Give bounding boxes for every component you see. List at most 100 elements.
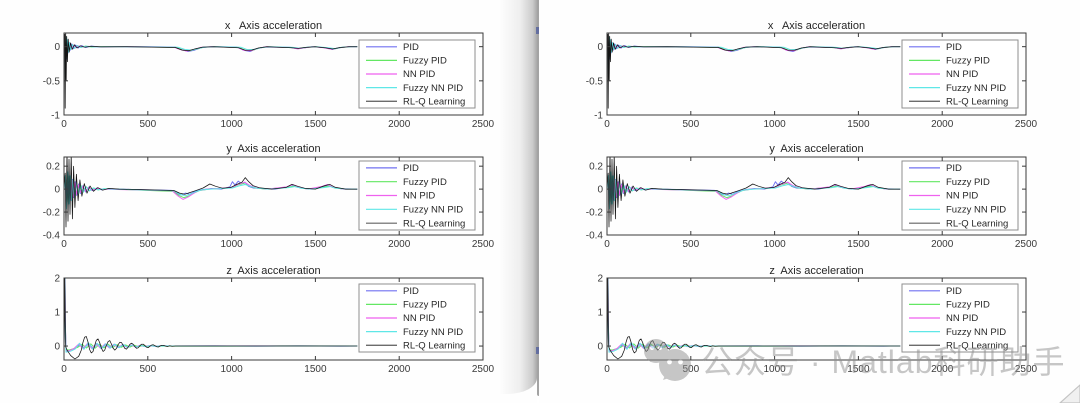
legend-label-fuzzy-pid: Fuzzy PID — [946, 177, 990, 188]
legend-label-fuzzy-pid: Fuzzy PID — [403, 177, 447, 188]
legend-label-nn-pid: NN PID — [403, 313, 435, 324]
x-tick-label: 500 — [682, 239, 699, 250]
series-line-fuzzy-pid — [64, 280, 358, 351]
y-tick-label: -0.5 — [43, 76, 61, 87]
legend-label-nn-pid: NN PID — [403, 69, 435, 80]
series-line-pid — [64, 278, 358, 352]
axis-box — [63, 277, 484, 361]
series-line-rl-q-learning — [64, 33, 358, 109]
x-tick-label: 1000 — [763, 239, 786, 250]
series-line-nn-pid — [64, 173, 358, 207]
legend-label-nn-pid: NN PID — [946, 313, 978, 324]
legend-label-rl-q-learning: RL-Q Learning — [403, 96, 465, 107]
series-line-pid — [607, 278, 901, 352]
legend-label-nn-pid: NN PID — [403, 191, 435, 202]
series-line-nn-pid — [64, 279, 358, 352]
legend-label-fuzzy-pid: Fuzzy PID — [403, 300, 447, 311]
y-tick-label: 0 — [54, 185, 60, 196]
x-tick-label: 1500 — [847, 119, 870, 130]
axis-box — [606, 156, 1027, 236]
legend-label-fuzzy-nn-pid: Fuzzy NN PID — [403, 205, 463, 216]
x-tick-label: 0 — [61, 364, 67, 375]
page-divider-shadow — [499, 0, 537, 394]
x-tick-label: 1000 — [763, 119, 786, 130]
axis-box — [606, 32, 1027, 116]
x-tick-label: 0 — [604, 239, 610, 250]
y-tick-label: 0.2 — [589, 162, 603, 173]
x-tick-label: 2500 — [472, 119, 495, 130]
legend-label-rl-q-learning: RL-Q Learning — [946, 218, 1008, 229]
page-corner-fold-icon — [1059, 384, 1080, 403]
x-tick-label: 2500 — [1015, 119, 1038, 130]
x-tick-label: 500 — [139, 239, 156, 250]
series-line-rl-q-learning — [64, 278, 358, 360]
subplot-z-axis-acceleration: PID Fuzzy PID NN PID Fuzzy NN PID RL-Q Learn… — [54, 265, 494, 375]
legend-label-fuzzy-pid: Fuzzy PID — [946, 56, 990, 67]
x-tick-label: 2500 — [472, 364, 495, 375]
legend-label-pid: PID — [946, 286, 962, 297]
y-tick-label: -1 — [51, 111, 60, 122]
legend-label-nn-pid: NN PID — [946, 191, 978, 202]
series-line-nn-pid — [607, 40, 901, 63]
series-line-fuzzy-nn-pid — [607, 36, 901, 79]
x-tick-label: 1000 — [220, 239, 243, 250]
legend-label-pid: PID — [403, 163, 419, 174]
x-tick-label: 2500 — [472, 239, 495, 250]
series-line-fuzzy-nn-pid — [607, 171, 901, 210]
x-tick-label: 2000 — [931, 364, 954, 375]
y-tick-label: 0 — [54, 342, 60, 353]
y-tick-label: -0.5 — [586, 76, 604, 87]
y-tick-label: -0.4 — [586, 231, 604, 242]
legend-label-fuzzy-nn-pid: Fuzzy NN PID — [946, 327, 1006, 338]
plot-title: z Axis acceleration — [769, 265, 863, 277]
x-tick-label: 0 — [61, 119, 67, 130]
series-line-nn-pid — [64, 40, 358, 63]
plot-title: y Axis acceleration — [226, 143, 320, 155]
y-tick-label: 2 — [54, 274, 60, 285]
x-tick-label: 1500 — [304, 119, 327, 130]
y-tick-label: 0.2 — [46, 162, 60, 173]
legend-label-pid: PID — [403, 286, 419, 297]
x-tick-label: 2000 — [388, 119, 411, 130]
legend-label-pid: PID — [403, 42, 419, 53]
y-tick-label: -0.2 — [586, 208, 604, 219]
page-divider-line — [537, 0, 539, 396]
x-tick-label: 1000 — [220, 364, 243, 375]
x-tick-label: 1500 — [304, 364, 327, 375]
y-tick-label: 0 — [597, 185, 603, 196]
axis-box — [606, 277, 1027, 361]
x-tick-label: 2000 — [388, 239, 411, 250]
y-tick-label: 0 — [54, 42, 60, 53]
legend-label-fuzzy-pid: Fuzzy PID — [403, 56, 447, 67]
matlab-figure-left: PID Fuzzy PID NN PID Fuzzy NN PID RL-Q Learn… — [43, 20, 495, 375]
page-edge-marker-bottom — [536, 347, 539, 354]
x-tick-label: 1500 — [847, 364, 870, 375]
legend-label-rl-q-learning: RL-Q Learning — [946, 340, 1008, 351]
x-tick-label: 0 — [61, 239, 67, 250]
legend-label-fuzzy-nn-pid: Fuzzy NN PID — [946, 205, 1006, 216]
x-tick-label: 1000 — [220, 119, 243, 130]
x-tick-label: 2000 — [388, 364, 411, 375]
series-line-fuzzy-pid — [607, 280, 901, 351]
subplot-x-axis-acceleration: PID Fuzzy PID NN PID Fuzzy NN PID RL-Q Learn… — [43, 20, 495, 130]
series-line-fuzzy-nn-pid — [607, 278, 901, 353]
subplot-y-axis-acceleration: PID Fuzzy PID NN PID Fuzzy NN PID RL-Q Learn… — [43, 143, 495, 250]
x-tick-label: 500 — [682, 119, 699, 130]
series-line-fuzzy-pid — [64, 39, 358, 61]
y-tick-label: 1 — [597, 308, 603, 319]
axis-box — [63, 156, 484, 236]
series-line-fuzzy-nn-pid — [64, 171, 358, 210]
y-tick-label: 0 — [597, 342, 603, 353]
legend-label-fuzzy-nn-pid: Fuzzy NN PID — [403, 83, 463, 94]
series-line-nn-pid — [607, 173, 901, 207]
x-tick-label: 500 — [139, 364, 156, 375]
series-line-fuzzy-pid — [607, 39, 901, 61]
series-line-rl-q-learning — [64, 157, 358, 228]
x-tick-label: 2500 — [1015, 364, 1038, 375]
x-tick-label: 2500 — [1015, 239, 1038, 250]
legend-label-fuzzy-nn-pid: Fuzzy NN PID — [403, 327, 463, 338]
y-tick-label: 1 — [54, 308, 60, 319]
series-line-pid — [64, 38, 358, 67]
y-tick-label: 2 — [597, 274, 603, 285]
